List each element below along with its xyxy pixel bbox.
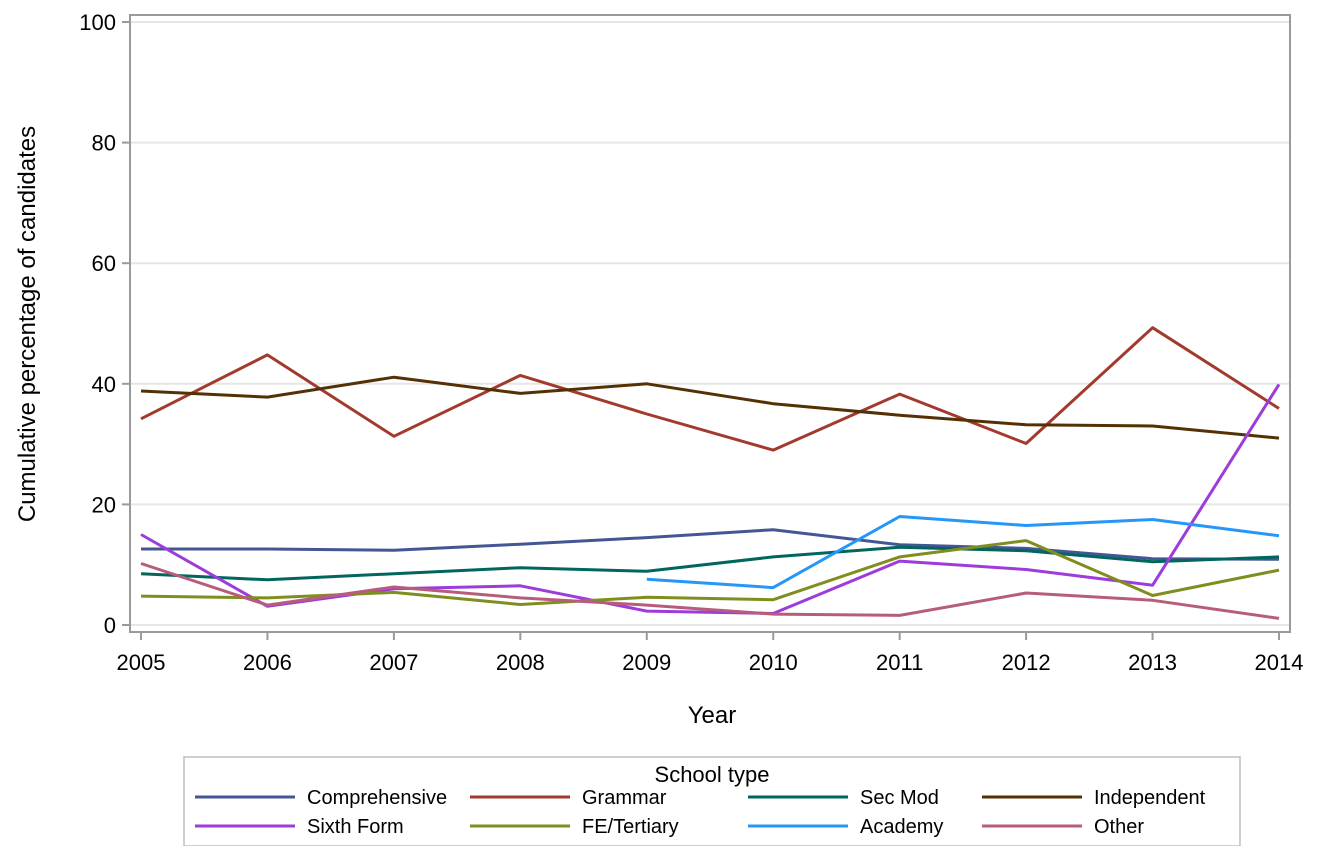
legend-entry-label: Independent (1094, 787, 1206, 809)
x-tick-label: 2013 (1128, 650, 1177, 675)
x-tick-label: 2012 (1002, 650, 1051, 675)
legend: School type Comprehensive Grammar Sec Mod I… (183, 756, 1241, 847)
legend-title: School type (655, 762, 770, 787)
x-tick-label: 2006 (243, 650, 292, 675)
plot-frame (129, 14, 1291, 633)
series-line-sec-mod (140, 545, 1280, 582)
series-line-grammar (140, 326, 1280, 452)
x-tick-label: 2009 (622, 650, 671, 675)
legend-entry-label: FE/Tertiary (582, 816, 679, 838)
legend-entry-label: Sec Mod (860, 787, 939, 809)
legend-entry-label: Other (1094, 816, 1144, 838)
y-axis: 0 20 40 60 80 100 (79, 10, 130, 638)
x-tick-label: 2007 (369, 650, 418, 675)
series-lines (140, 326, 1281, 620)
y-tick-label: 40 (92, 372, 116, 397)
x-tick-label: 2010 (749, 650, 798, 675)
y-tick-label: 80 (92, 131, 116, 156)
legend-entry-label: Comprehensive (307, 787, 447, 809)
series-line-comprehensive (141, 528, 1280, 561)
y-axis-label: Cumulative percentage of candidates (14, 126, 41, 522)
gridlines (130, 21, 1290, 626)
x-axis-label: Year (688, 702, 737, 729)
legend-entry-label: Academy (860, 816, 943, 838)
x-tick-label: 2005 (117, 650, 166, 675)
y-tick-label: 100 (79, 10, 116, 35)
x-tick-label: 2011 (876, 650, 923, 675)
y-tick-label: 60 (92, 251, 116, 276)
series-line-other (140, 562, 1280, 620)
series-line-academy (646, 515, 1280, 590)
series-line-independent (140, 375, 1280, 440)
legend-entry-label: Grammar (582, 787, 667, 809)
x-axis: 2005 2006 2007 2008 2009 2010 2011 2012 2013 2014 (117, 632, 1304, 675)
y-tick-label: 20 (92, 492, 116, 517)
x-tick-label: 2008 (496, 650, 545, 675)
x-tick-label: 2014 (1255, 650, 1304, 675)
legend-entry-label: Sixth Form (307, 816, 404, 838)
y-tick-label: 0 (104, 613, 116, 638)
